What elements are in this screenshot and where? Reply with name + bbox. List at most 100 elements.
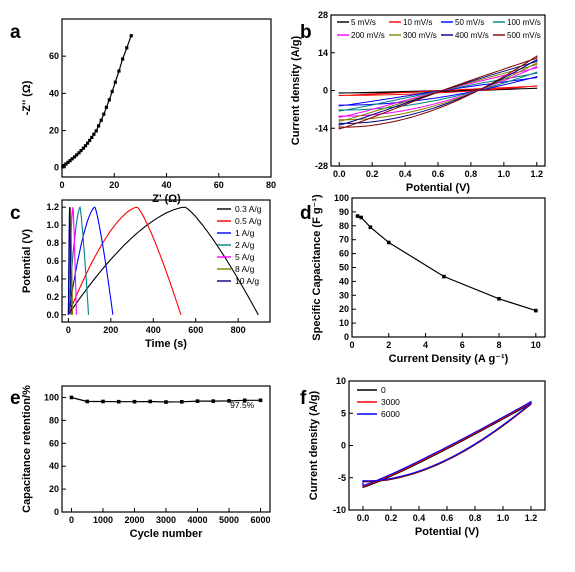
panel-b-legend-label: 400 mV/s: [455, 31, 489, 40]
panel-a-xtick-label: 0: [59, 180, 64, 190]
panel-b-ytick-label: -28: [315, 161, 328, 171]
panel-a-yaxis-label: -Z'' (Ω): [21, 80, 33, 115]
panel-b-ytick-label: 0: [323, 86, 328, 96]
panel-f-ytick-label: -10: [333, 505, 346, 515]
panel-c-xtick-label: 200: [103, 325, 118, 335]
panel-e-point: [132, 399, 137, 404]
panel-letter-c: c: [10, 203, 21, 224]
panel-e-point: [258, 398, 263, 403]
panel-b-xtick-label: 0.8: [465, 169, 478, 179]
panel-e-point: [69, 395, 74, 400]
panel-a-ytick-label: 20: [49, 126, 59, 136]
panel-e-point: [148, 399, 153, 404]
panel-f-legend-label: 6000: [381, 409, 400, 419]
panel-letter-b: b: [300, 22, 312, 43]
panel-b-legend-label: 10 mV/s: [403, 18, 432, 27]
panel-a-point: [96, 124, 101, 128]
panel-c-ytick-label: 0.4: [46, 274, 59, 284]
panel-a-point: [86, 141, 90, 145]
panel-d-ytick-label: 40: [339, 276, 349, 286]
panel-c-legend-label: 0.5 A/g: [235, 216, 262, 226]
panel-f-ytick-label: 0: [341, 441, 346, 451]
panel-b-series-line: [338, 55, 538, 130]
panel-c-series-line: [67, 206, 259, 316]
panel-e-point: [227, 399, 231, 403]
panel-d-xtick-label: 0: [349, 340, 354, 350]
panel-letter-f: f: [300, 388, 307, 409]
panel-a-point: [121, 57, 125, 61]
panel-f-ytick-label: 5: [341, 408, 346, 418]
panel-d-ytick-label: 70: [339, 235, 349, 245]
panel-c-ytick-label: 0.8: [46, 238, 59, 248]
panel-f-frame: [348, 380, 546, 511]
panel-d-yaxis-label: Specific Capacitance (F g⁻¹): [311, 194, 323, 341]
panel-a-point: [64, 162, 68, 166]
panel-f-series-line: [362, 400, 532, 487]
panel-a-point: [62, 163, 66, 168]
panel-d-series-line: [357, 215, 536, 312]
panel-d-point: [368, 225, 373, 229]
panel-e-ytick-label: 0: [54, 507, 59, 517]
panel-e-point: [211, 399, 216, 403]
panel-a-point: [129, 34, 133, 38]
panel-a-point: [113, 80, 117, 84]
panel-e-annotation: 97.5%: [230, 400, 255, 410]
panel-e-point: [164, 400, 168, 404]
panel-b-series-line: [338, 65, 538, 119]
panel-f-xtick-label: 0.2: [385, 513, 398, 523]
panel-e-point: [85, 399, 90, 404]
panel-b-series-line: [338, 85, 538, 97]
panel-e-point: [195, 399, 200, 403]
panel-b-ytick-label: -14: [315, 123, 328, 133]
panel-b-series-line: [338, 58, 538, 126]
panel-a-point: [107, 98, 111, 102]
panel-a-point: [92, 132, 96, 136]
panel-c-xtick-label: 400: [146, 325, 161, 335]
panel-b-legend-bg: [333, 17, 543, 47]
panel-b-xtick-label: 0.2: [366, 169, 379, 179]
panel-d-point: [355, 214, 360, 218]
panel-c-ytick-label: 0.2: [46, 292, 59, 302]
panel-c-series-line: [67, 207, 77, 315]
panel-c-legend-label: 8 A/g: [235, 264, 255, 274]
panel-a-point: [117, 69, 121, 73]
panel-c-legend-label: 2 A/g: [235, 240, 255, 250]
panel-a-xtick-label: 80: [266, 180, 276, 190]
panel-d-point: [386, 240, 391, 245]
panel-f-xtick-label: 0.4: [413, 513, 426, 523]
panel-a-ytick-label: 0: [54, 163, 59, 173]
panel-c-xaxis-label: Time (s): [145, 338, 187, 350]
panel-d-point: [359, 215, 363, 220]
panel-a-ytick-label: 40: [49, 88, 59, 98]
panel-e-ytick-label: 100: [44, 392, 59, 402]
panel-a-xtick-label: 60: [214, 180, 224, 190]
panel-a-point: [75, 153, 79, 157]
panel-b-series-line: [338, 76, 538, 107]
panel-d-ytick-label: 20: [339, 304, 349, 314]
panel-a-point: [90, 135, 94, 140]
panel-d-xaxis-label: Current Density (A g⁻¹): [389, 353, 509, 365]
panel-a-point: [70, 157, 74, 161]
panel-d-ytick-label: 0: [344, 332, 349, 342]
panel-b-ytick-label: 14: [318, 48, 328, 58]
panel-c-ytick-label: 1.0: [46, 220, 59, 230]
panel-c-series-line: [67, 207, 72, 315]
panel-e-xtick-label: 4000: [187, 515, 207, 525]
panel-a-point: [66, 160, 70, 164]
panel-e-ytick-label: 40: [49, 461, 59, 471]
panel-f-yaxis-label: Current density (A/g): [308, 390, 320, 500]
panel-a-point: [88, 138, 92, 142]
panel-a-point: [83, 144, 88, 148]
panel-b-legend-label: 100 mV/s: [507, 18, 541, 27]
panel-f-xtick-label: 0.0: [357, 513, 370, 523]
panel-a-point: [77, 151, 81, 155]
panel-letter-d: d: [300, 203, 312, 224]
panel-a-point: [79, 149, 83, 153]
panel-a-frame: [61, 18, 272, 178]
panel-c-series-line: [67, 206, 182, 316]
panel-a-point: [72, 155, 77, 159]
panel-c-yaxis-label: Potential (V): [21, 229, 33, 294]
panel-c-legend-label: 10 A/g: [235, 276, 259, 286]
panel-e-point: [179, 400, 184, 404]
